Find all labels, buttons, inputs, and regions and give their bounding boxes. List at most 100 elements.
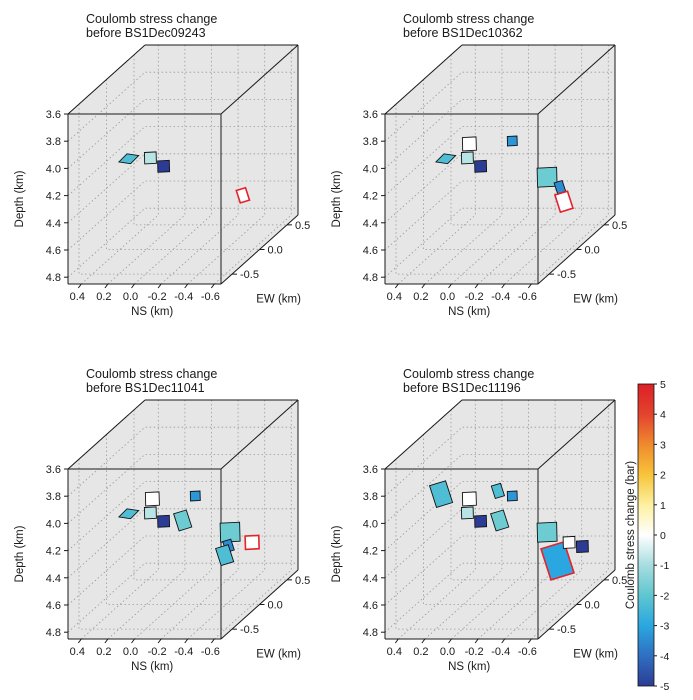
depth-tick-label: 3.6	[363, 109, 378, 121]
colorbar-tick-label: 2	[660, 470, 666, 482]
stress-patch	[575, 540, 589, 553]
ew-gridline	[395, 459, 549, 630]
colorbar-label: Coulomb stress change (bar)	[625, 461, 637, 609]
depth-tick-label: 3.8	[363, 491, 378, 503]
ns-tick-label: 0.2	[413, 646, 428, 658]
depth-tick-label: 4.6	[363, 600, 378, 612]
ns-gridline	[398, 400, 476, 640]
stress-patch	[506, 490, 518, 502]
ew-tick-label: 0.5	[612, 575, 627, 587]
stress-patch	[117, 153, 140, 165]
chart-title-line: Coulomb stress change	[403, 367, 534, 381]
ns-gridline	[134, 400, 212, 640]
stress-patch	[553, 190, 575, 214]
ew-tick-label: 0.5	[295, 575, 310, 587]
stress-patch	[173, 509, 193, 532]
stress-patch	[434, 153, 457, 165]
ew-gridline	[395, 104, 549, 275]
depth-tick-label: 4.4	[46, 573, 61, 585]
floor	[385, 570, 615, 639]
ns-tick	[448, 638, 452, 644]
ew-gridline	[423, 79, 577, 250]
depth-axis-label: Depth (km)	[331, 170, 343, 227]
depth-gridline	[384, 535, 615, 606]
depth-tick-label: 4.8	[363, 272, 378, 284]
depth-tick-label: 4.6	[363, 245, 378, 257]
ns-tick	[394, 283, 399, 289]
colorbar-tick-label: -3	[660, 621, 669, 633]
floor	[68, 215, 298, 284]
ns-gridline	[107, 400, 186, 640]
ns-tick-label: 0.2	[96, 291, 111, 303]
ew-gridline	[106, 79, 260, 250]
ns-tick-label: 0.0	[440, 291, 455, 303]
depth-tick-label: 4.0	[363, 163, 378, 175]
stress-patch	[461, 136, 477, 152]
ns-tick-label: -0.4	[174, 291, 193, 303]
ns-gridline	[160, 45, 239, 285]
depth-tick-label: 4.4	[46, 218, 61, 230]
ns-tick	[77, 638, 82, 644]
ns-tick-label: 0.4	[387, 291, 402, 303]
box-edge	[537, 44, 616, 115]
chart-title-line: Coulomb stress change	[403, 12, 534, 26]
ns-tick	[501, 283, 506, 289]
ns-tick-label: -0.4	[491, 291, 510, 303]
depth-gridline	[67, 508, 298, 579]
depth-axis-label: Depth (km)	[14, 170, 26, 227]
box-edge	[537, 399, 616, 470]
chart-title-line: Coulomb stress change	[86, 367, 217, 381]
depth-gridline	[67, 180, 298, 251]
ns-gridline	[424, 400, 503, 640]
depth-axis-label: Depth (km)	[14, 525, 26, 582]
stress-patch	[235, 186, 251, 204]
ns-tick	[421, 638, 426, 644]
depth-tick-label: 3.8	[363, 136, 378, 148]
ns-tick	[210, 283, 215, 289]
colorbar-scale	[637, 383, 655, 687]
box-edge	[220, 44, 299, 115]
colorbar-tick-label: 1	[660, 500, 666, 512]
ns-gridline	[81, 45, 159, 285]
depth-gridline	[384, 99, 615, 169]
ns-tick	[157, 283, 162, 289]
stress-patch	[157, 514, 171, 528]
depth-tick-label: 4.2	[46, 546, 61, 558]
depth-gridline	[67, 207, 298, 278]
depth-gridline	[67, 153, 298, 224]
stress-patch	[562, 535, 576, 549]
ns-axis-label: NS (km)	[448, 306, 490, 318]
colorbar-tick-label: 3	[660, 439, 666, 451]
ns-gridline	[134, 45, 212, 285]
ew-tick-label: -0.5	[240, 624, 259, 636]
ew-tick-label: -0.5	[557, 269, 576, 281]
colorbar-tick-label: 4	[660, 409, 666, 421]
box-edge	[220, 399, 299, 470]
ns-tick	[474, 638, 479, 644]
ns-gridline	[477, 400, 556, 640]
ew-tick-label: -0.5	[557, 624, 576, 636]
depth-tick-label: 4.4	[363, 573, 378, 585]
ns-gridline	[187, 45, 266, 285]
ns-tick	[501, 638, 506, 644]
ns-gridline	[451, 400, 529, 640]
ns-tick-label: -0.6	[201, 291, 220, 303]
ns-tick-label: -0.2	[148, 646, 167, 658]
ns-tick	[77, 283, 82, 289]
stress-patch	[428, 480, 454, 508]
depth-tick-label: 4.0	[363, 518, 378, 530]
ns-tick	[210, 638, 215, 644]
chart-title-line: before BS1Dec11196	[403, 381, 521, 395]
stress-patch	[460, 151, 474, 165]
ns-tick-label: -0.2	[148, 291, 167, 303]
depth-axis-label: Depth (km)	[331, 525, 343, 582]
depth-tick-label: 4.0	[46, 163, 61, 175]
ns-gridline	[398, 45, 476, 285]
box-edge	[384, 44, 463, 115]
ns-tick-label: 0.4	[70, 646, 85, 658]
ns-axis-label: NS (km)	[448, 661, 490, 673]
stress-patch	[143, 506, 157, 520]
ns-tick-label: 0.4	[387, 646, 402, 658]
